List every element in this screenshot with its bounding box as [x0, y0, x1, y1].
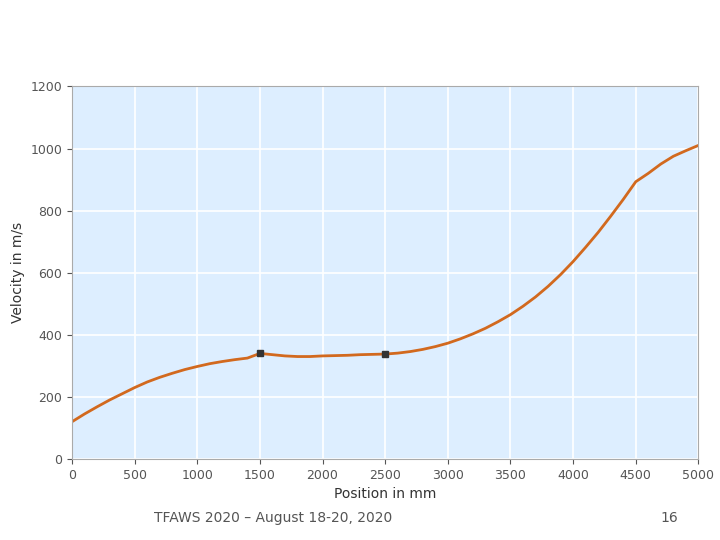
Y-axis label: Velocity in m/s: Velocity in m/s	[11, 222, 25, 323]
Text: TFAWS 2020 – August 18-20, 2020: TFAWS 2020 – August 18-20, 2020	[155, 511, 392, 525]
Text: Velocity vs. position - with cooling: Velocity vs. position - with cooling	[65, 21, 655, 50]
Text: 16: 16	[661, 511, 678, 525]
X-axis label: Position in mm: Position in mm	[334, 487, 436, 501]
